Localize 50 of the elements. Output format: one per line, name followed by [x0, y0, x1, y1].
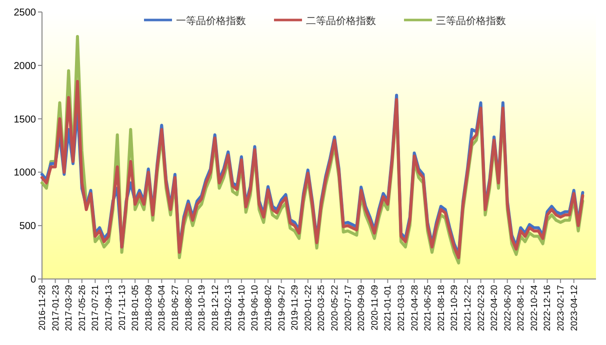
x-tick-label: 2018-08-20 — [183, 285, 194, 332]
x-tick-label: 2021-03-03 — [396, 285, 406, 332]
x-tick-label: 2017-07-21 — [90, 285, 100, 332]
x-tick-label: 2019-08-02 — [263, 285, 274, 332]
x-tick-label: 2017-09-13 — [103, 285, 114, 332]
x-tick-label: 2020-07-17 — [342, 285, 353, 332]
x-tick-label: 2021-06-25 — [422, 285, 433, 332]
x-tick-label: 2021-12-22 — [462, 285, 472, 332]
x-tick-label: 2022-10-24 — [528, 285, 539, 332]
x-tick-label: 2018-05-04 — [156, 285, 167, 332]
x-tick-label: 2019-06-10 — [250, 285, 260, 332]
x-tick-label: 2022-04-20 — [489, 285, 500, 332]
x-tick-label: 2019-11-29 — [290, 285, 300, 330]
y-tick-label: 2000 — [14, 60, 36, 72]
x-tick-label: 2019-09-27 — [276, 285, 286, 332]
x-tick-label: 2018-12-12 — [210, 285, 220, 332]
x-tick-label: 2021-10-29 — [449, 285, 460, 332]
x-tick-label: 2018-03-09 — [143, 285, 154, 332]
x-tick-label: 2020-09-09 — [356, 285, 366, 332]
x-tick-label: 2021-04-28 — [409, 285, 420, 332]
y-tick-label: 0 — [30, 274, 36, 286]
y-tick-label: 1000 — [14, 168, 36, 179]
x-tick-label: 2020-11-09 — [369, 285, 380, 330]
x-tick-label: 2016-11-28 — [37, 285, 47, 330]
x-tick-label: 2020-01-22 — [302, 285, 313, 332]
x-tick-label: 2021-08-18 — [436, 285, 446, 332]
x-tick-label: 2020-05-22 — [330, 285, 340, 332]
x-tick-label: 2022-02-23 — [476, 285, 486, 332]
x-tick-label: 2018-01-05 — [130, 285, 140, 332]
y-tick-label: 1500 — [14, 114, 36, 126]
x-tick-label: 2017-01-23 — [50, 285, 60, 332]
x-tick-label: 2018-10-19 — [196, 285, 207, 332]
legend-label: 三等品价格指数 — [436, 15, 506, 27]
legend-label: 二等品价格指数 — [306, 15, 376, 27]
x-tick-label: 2017-11-13 — [116, 285, 127, 330]
y-tick-label: 2500 — [14, 8, 36, 18]
legend-label: 一等品价格指数 — [176, 15, 246, 27]
x-tick-label: 2017-05-26 — [76, 285, 87, 332]
y-tick-label: 500 — [19, 221, 36, 232]
x-tick-label: 2018-06-27 — [170, 285, 180, 332]
x-tick-label: 2022-12-16 — [542, 285, 552, 332]
x-tick-label: 2022-08-12 — [516, 285, 526, 332]
x-tick-label: 2017-03-29 — [64, 285, 74, 332]
x-tick-label: 2022-06-20 — [502, 285, 512, 332]
x-tick-label: 2021-01-01 — [382, 285, 393, 332]
x-tick-label: 2023-04-12 — [568, 285, 579, 332]
x-tick-label: 2020-03-25 — [316, 285, 326, 332]
x-tick-label: 2019-02-13 — [223, 285, 234, 332]
x-tick-label: 2019-04-10 — [236, 285, 246, 332]
x-tick-label: 2023-02-17 — [556, 285, 566, 332]
